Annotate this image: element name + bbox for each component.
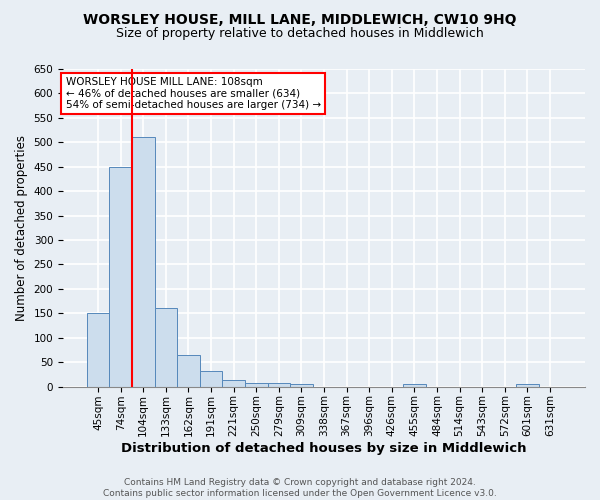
Text: Contains HM Land Registry data © Crown copyright and database right 2024.
Contai: Contains HM Land Registry data © Crown c… <box>103 478 497 498</box>
X-axis label: Distribution of detached houses by size in Middlewich: Distribution of detached houses by size … <box>121 442 527 455</box>
Y-axis label: Number of detached properties: Number of detached properties <box>15 135 28 321</box>
Bar <box>87 314 109 386</box>
Bar <box>268 384 290 386</box>
Bar <box>290 384 313 386</box>
Bar <box>223 380 245 386</box>
Bar <box>132 138 155 386</box>
Text: Size of property relative to detached houses in Middlewich: Size of property relative to detached ho… <box>116 28 484 40</box>
Bar <box>200 370 223 386</box>
Text: WORSLEY HOUSE MILL LANE: 108sqm
← 46% of detached houses are smaller (634)
54% o: WORSLEY HOUSE MILL LANE: 108sqm ← 46% of… <box>65 77 321 110</box>
Bar <box>177 355 200 386</box>
Bar <box>155 308 177 386</box>
Bar <box>516 384 539 386</box>
Bar <box>245 383 268 386</box>
Bar <box>109 166 132 386</box>
Text: WORSLEY HOUSE, MILL LANE, MIDDLEWICH, CW10 9HQ: WORSLEY HOUSE, MILL LANE, MIDDLEWICH, CW… <box>83 12 517 26</box>
Bar <box>403 384 425 386</box>
